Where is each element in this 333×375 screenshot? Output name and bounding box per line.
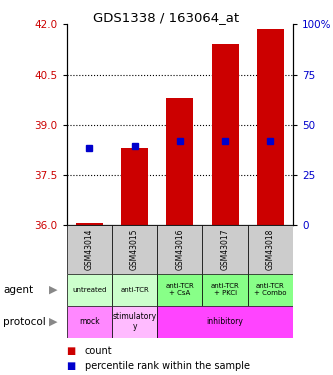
Text: ■: ■ bbox=[67, 346, 76, 355]
Text: ■: ■ bbox=[67, 361, 76, 370]
Text: anti-TCR
+ PKCi: anti-TCR + PKCi bbox=[211, 283, 239, 296]
Text: ▶: ▶ bbox=[49, 285, 58, 295]
Bar bbox=[76, 224, 103, 225]
Bar bbox=[211, 45, 239, 225]
Text: anti-TCR: anti-TCR bbox=[120, 286, 149, 292]
Bar bbox=[248, 225, 293, 274]
Bar bbox=[248, 274, 293, 306]
Text: percentile rank within the sample: percentile rank within the sample bbox=[85, 361, 250, 370]
Text: count: count bbox=[85, 346, 113, 355]
Bar bbox=[157, 225, 202, 274]
Bar bbox=[67, 306, 112, 338]
Text: GDS1338 / 163064_at: GDS1338 / 163064_at bbox=[94, 11, 239, 24]
Text: protocol: protocol bbox=[3, 316, 46, 327]
Text: GSM43018: GSM43018 bbox=[266, 229, 275, 270]
Text: untreated: untreated bbox=[72, 286, 107, 292]
Bar bbox=[112, 225, 157, 274]
Bar bbox=[112, 306, 157, 338]
Bar bbox=[166, 98, 193, 225]
Text: anti-TCR
+ CsA: anti-TCR + CsA bbox=[166, 283, 194, 296]
Bar bbox=[202, 225, 248, 274]
Bar bbox=[157, 306, 293, 338]
Text: ▶: ▶ bbox=[49, 316, 58, 327]
Text: GSM43014: GSM43014 bbox=[85, 229, 94, 270]
Bar bbox=[121, 148, 148, 225]
Text: GSM43015: GSM43015 bbox=[130, 229, 139, 270]
Bar bbox=[157, 274, 202, 306]
Text: anti-TCR
+ Combo: anti-TCR + Combo bbox=[254, 283, 287, 296]
Bar bbox=[257, 29, 284, 225]
Text: GSM43016: GSM43016 bbox=[175, 229, 184, 270]
Text: mock: mock bbox=[79, 317, 100, 326]
Bar bbox=[112, 274, 157, 306]
Text: agent: agent bbox=[3, 285, 33, 295]
Text: GSM43017: GSM43017 bbox=[220, 229, 230, 270]
Text: stimulatory
y: stimulatory y bbox=[113, 312, 157, 331]
Bar bbox=[202, 274, 248, 306]
Bar bbox=[67, 274, 112, 306]
Text: inhibitory: inhibitory bbox=[207, 317, 243, 326]
Bar bbox=[67, 225, 112, 274]
